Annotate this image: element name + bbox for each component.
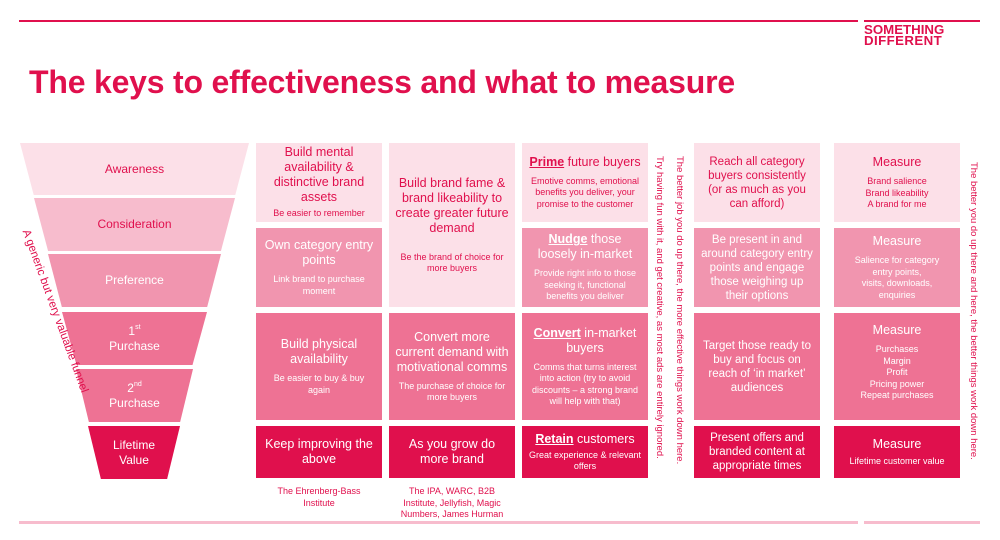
col2-box-convert: Convert more current demand with motivat…	[389, 313, 515, 420]
funnel-stage-consideration: Consideration	[34, 198, 235, 251]
box-heading: Build mental availability & distinctive …	[273, 145, 365, 205]
col4-box-present: Be present in and around category entry …	[694, 228, 820, 307]
col4-box-reach: Reach all category buyers consistently (…	[694, 143, 820, 222]
measure-item: Profit	[886, 367, 908, 377]
col1-box-awareness: Build mental availability & distinctive …	[256, 143, 382, 222]
box-heading: Build physical availability	[280, 337, 358, 366]
col3-side-note-2: The better job you do up there, the more…	[674, 156, 685, 465]
col4-box-target: Target those ready to buy and focus on r…	[694, 313, 820, 420]
box-heading: Retain customers	[535, 431, 635, 446]
stage-ordinal: 1st	[128, 323, 141, 338]
measure-heading: Measure	[872, 436, 922, 451]
col4-box-offers: Present offers and branded content at ap…	[694, 426, 820, 478]
col1-source: The Ehrenberg-Bass Institute	[277, 486, 361, 508]
header-rule-right	[864, 20, 980, 22]
col3-side-note-1: Try having fun with it, and get creative…	[654, 156, 665, 459]
col2-box-brand-fame: Build brand fame & brand likeability to …	[389, 143, 515, 307]
measure-item: Pricing power	[869, 378, 925, 389]
stage-label: Purchase	[109, 338, 160, 353]
measure-heading: Measure	[872, 155, 922, 169]
box-heading: Nudge those loosely in-market	[537, 232, 633, 262]
keyword-nudge: Nudge	[548, 232, 588, 247]
col5-box-measure-lifetime: Measure Lifetime customer value	[834, 426, 960, 478]
funnel-stage-lifetime-value: Lifetime Value	[88, 426, 180, 479]
col3-box-nudge: Nudge those loosely in-market Provide ri…	[522, 228, 648, 307]
stage-label: Lifetime Value	[112, 437, 156, 467]
col1-box-purchase: Build physical availability Be easier to…	[256, 313, 382, 420]
funnel-stage-preference: Preference	[48, 254, 221, 307]
stage-ordinal: 2nd	[127, 380, 142, 395]
brand-logo: SOMETHING DIFFERENT	[864, 22, 980, 48]
box-heading: Present offers and branded content at ap…	[709, 432, 805, 472]
col5-box-measure-awareness: Measure Brand salience Brand likeability…	[834, 143, 960, 222]
col3-box-retain: Retain customers Great experience & rele…	[522, 426, 648, 478]
header-rule-left	[19, 20, 858, 22]
keyword-retain: Retain	[535, 431, 574, 446]
logo-line-2: DIFFERENT	[864, 33, 943, 48]
box-subtext: Be easier to remember	[273, 208, 365, 219]
measure-item: Margin	[883, 355, 911, 366]
box-subtext: Be the brand of choice for more buyers	[400, 251, 504, 274]
stage-label: Preference	[105, 273, 164, 287]
measure-heading: Measure	[872, 323, 922, 337]
measure-item: Lifetime customer value	[849, 455, 945, 466]
box-heading: Be present in and around category entry …	[701, 233, 813, 302]
box-subtext: Provide right info to those seeking it, …	[533, 268, 637, 302]
col5-box-measure-purchase: Measure Purchases Margin Profit Pricing …	[834, 313, 960, 420]
box-subtext: Be easier to buy & buy again	[273, 373, 365, 395]
measure-heading: Measure	[872, 234, 922, 248]
col1-box-lifetime: Keep improving the above	[256, 426, 382, 478]
col3-box-prime: Prime future buyers Emotive comms, emoti…	[522, 143, 648, 222]
box-subtext: The purchase of choice for more buyers	[398, 380, 506, 403]
col5-box-measure-consideration: Measure Salience for category entry poin…	[834, 228, 960, 307]
measure-item: enquiries	[878, 289, 916, 300]
stage-label: Consideration	[97, 217, 172, 231]
col1-box-consideration: Own category entry points Link brand to …	[256, 228, 382, 307]
stage-label: Awareness	[104, 161, 165, 176]
funnel-stage-second-purchase: 2nd Purchase	[76, 369, 193, 422]
col2-source: The IPA, WARC, B2B Institute, Jellyfish,…	[400, 486, 504, 519]
measure-item: Brand salience	[867, 176, 927, 186]
box-heading: Keep improving the above	[265, 437, 373, 466]
page-title: The keys to effectiveness and what to me…	[29, 64, 735, 100]
logo-line-1: SOMETHING	[864, 22, 945, 37]
box-subtext: Comms that turns interest into action (t…	[531, 361, 639, 407]
footer-rule-left	[19, 521, 858, 524]
box-heading: Own category entry points	[264, 238, 374, 267]
col2-box-grow: As you grow do more brand	[389, 426, 515, 478]
keyword-prime: Prime	[529, 154, 565, 169]
measure-item: Purchases	[875, 344, 919, 354]
funnel-side-label: A generic but very valuable funnel	[19, 228, 91, 395]
box-subtext: Link brand to purchase moment	[273, 274, 365, 296]
box-heading: Convert more current demand with motivat…	[395, 329, 509, 374]
box-heading: Target those ready to buy and focus on r…	[702, 339, 812, 394]
measure-item: A brand for me	[867, 199, 927, 209]
measure-item: visits, downloads,	[861, 278, 933, 288]
box-heading: Prime future buyers	[529, 154, 641, 169]
box-subtext: Emotive comms, emotional benefits you de…	[530, 175, 640, 209]
footer-rule-right	[864, 521, 980, 524]
keyword-convert: Convert	[533, 325, 581, 340]
measure-item: Brand likeability	[865, 187, 929, 198]
col3-box-convert: Convert in-market buyers Comms that turn…	[522, 313, 648, 420]
box-heading: Build brand fame & brand likeability to …	[395, 175, 509, 235]
measure-item: Repeat purchases	[860, 390, 934, 400]
stage-label: Purchase	[109, 395, 160, 410]
box-heading: As you grow do more brand	[408, 437, 496, 466]
box-subtext: Great experience & relevant offers	[528, 449, 642, 472]
box-heading: Reach all category buyers consistently (…	[708, 155, 806, 210]
box-heading: Convert in-market buyers	[533, 325, 637, 355]
funnel-stage-first-purchase: 1st Purchase	[62, 312, 207, 365]
funnel-stage-awareness: Awareness	[20, 143, 249, 195]
col5-side-note: The better you do up there and here, the…	[968, 162, 979, 460]
measure-item: Salience for category entry points,	[854, 255, 940, 277]
